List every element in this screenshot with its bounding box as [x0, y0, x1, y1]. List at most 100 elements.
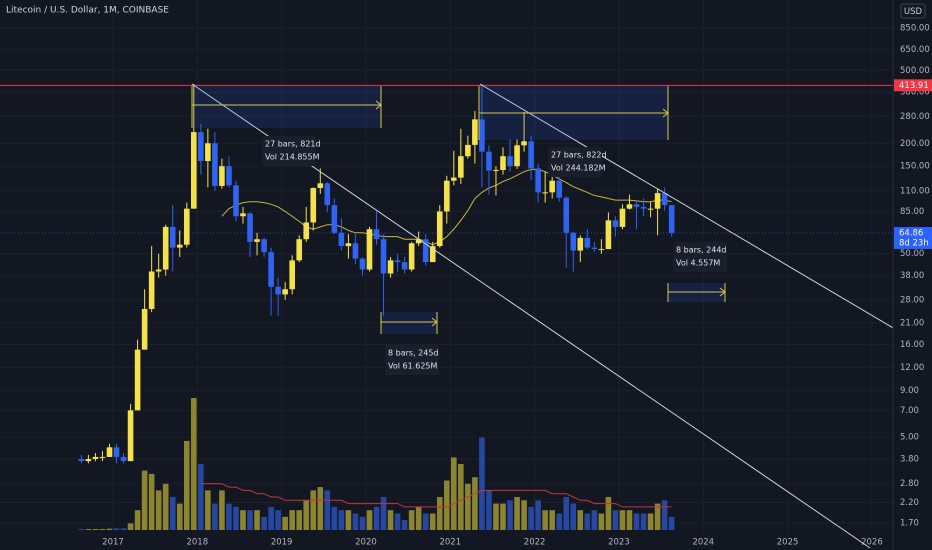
volume-bar: [120, 528, 127, 530]
y-tick-label: 2.20: [900, 498, 919, 508]
volume-bar: [436, 497, 443, 530]
candle-body: [401, 262, 408, 270]
currency-button[interactable]: [900, 3, 926, 19]
volume-bar: [429, 513, 436, 530]
candle-body: [247, 213, 253, 242]
volume-bar: [78, 529, 85, 530]
candle-body: [359, 258, 366, 270]
price-pane: [0, 84, 893, 464]
candle-body: [479, 119, 485, 152]
candle-body: [458, 156, 464, 178]
volume-bar: [401, 520, 408, 530]
volume-bar: [205, 490, 211, 530]
volume-bar: [282, 516, 288, 530]
volume-bar: [408, 510, 415, 530]
candle-body: [191, 132, 197, 209]
candle-body: [556, 180, 563, 198]
candle-body: [303, 222, 310, 240]
candle-body: [219, 166, 225, 186]
y-tick-label: 2.80: [900, 479, 919, 489]
candle-body: [205, 143, 211, 162]
volume-bar: [303, 500, 310, 530]
candle-body: [113, 447, 120, 457]
candle-body: [275, 286, 281, 295]
candle-body: [619, 208, 626, 227]
volume-bar: [598, 513, 605, 530]
candle-body: [668, 205, 675, 233]
candle-body: [528, 141, 534, 169]
arrow-head: [719, 287, 726, 297]
candle-body: [78, 459, 85, 462]
candle-body: [577, 237, 584, 251]
volume-bar: [275, 510, 281, 530]
volume-bar: [626, 510, 633, 530]
candle-body: [380, 239, 387, 274]
candle-body: [324, 183, 331, 206]
volume-bar: [310, 490, 317, 530]
volume-bar: [106, 528, 113, 530]
candle-body: [415, 239, 422, 244]
volume-bar: [549, 510, 555, 530]
candle-body: [387, 260, 394, 274]
volume-bar: [198, 464, 204, 530]
candle-body: [549, 180, 555, 193]
x-tick-label: 2024: [692, 538, 714, 548]
volume-bar: [352, 513, 359, 530]
volume-bar: [134, 510, 141, 530]
x-tick-label: 2018: [186, 538, 208, 548]
x-tick-label: 2019: [271, 538, 293, 548]
arrow-head: [662, 108, 669, 118]
candle-body: [507, 156, 513, 167]
trend-line: [479, 83, 901, 333]
y-tick-label: 850.00: [900, 24, 930, 34]
volume-bar: [148, 473, 155, 530]
volume-bar: [500, 503, 506, 530]
volume-bar: [233, 506, 239, 530]
candle-body: [542, 192, 548, 194]
volume-bar: [359, 516, 366, 530]
axes: 850.00 650.00 500.00 380.00 280.00 200.00 150.…: [102, 0, 932, 550]
candle-body: [394, 260, 401, 263]
volume-bar: [240, 510, 246, 530]
candle-body: [296, 239, 303, 261]
candle-body: [598, 249, 605, 251]
candle-body: [120, 456, 127, 462]
candle-body: [310, 188, 317, 223]
currency-label[interactable]: USD: [904, 7, 923, 17]
y-tick-label: 500.00: [900, 66, 930, 76]
candle-body: [127, 410, 134, 462]
candle-body: [155, 269, 162, 272]
y-tick-label: 1.70: [900, 519, 919, 529]
x-tick-label: 2026: [861, 538, 883, 548]
volume-bar: [521, 500, 527, 530]
volume-bar: [479, 437, 485, 530]
volume-bar: [514, 497, 520, 530]
volume-bar: [155, 490, 162, 530]
y-tick-label: 16.00: [900, 340, 924, 350]
countdown-label: 8d 23h: [899, 238, 929, 248]
volume-bar: [127, 523, 134, 530]
y-tick-label: 5.00: [900, 433, 919, 443]
candle-body: [570, 232, 577, 251]
y-tick-label: 110.00: [900, 186, 930, 196]
x-tick-label: 2020: [355, 538, 377, 548]
volume-ma-line: [200, 483, 672, 508]
candle-body: [500, 156, 506, 170]
volume-bar: [289, 510, 295, 530]
volume-bar: [556, 513, 563, 530]
candle-body: [654, 193, 661, 209]
y-tick-label: 7.00: [900, 406, 919, 416]
y-tick-label: 200.00: [900, 139, 930, 149]
volume-bar: [373, 506, 380, 530]
ma-line: [221, 168, 672, 246]
volume-pane: [78, 398, 675, 530]
candle-body: [254, 239, 260, 242]
candle-body: [486, 151, 492, 171]
x-tick-label: 2017: [102, 538, 124, 548]
y-tick-label: 380.00: [900, 88, 930, 98]
measure-volume: Vol 4.557M: [676, 259, 720, 268]
volume-bar: [380, 497, 387, 530]
arrow-head: [431, 317, 438, 327]
volume-bar: [226, 503, 232, 530]
